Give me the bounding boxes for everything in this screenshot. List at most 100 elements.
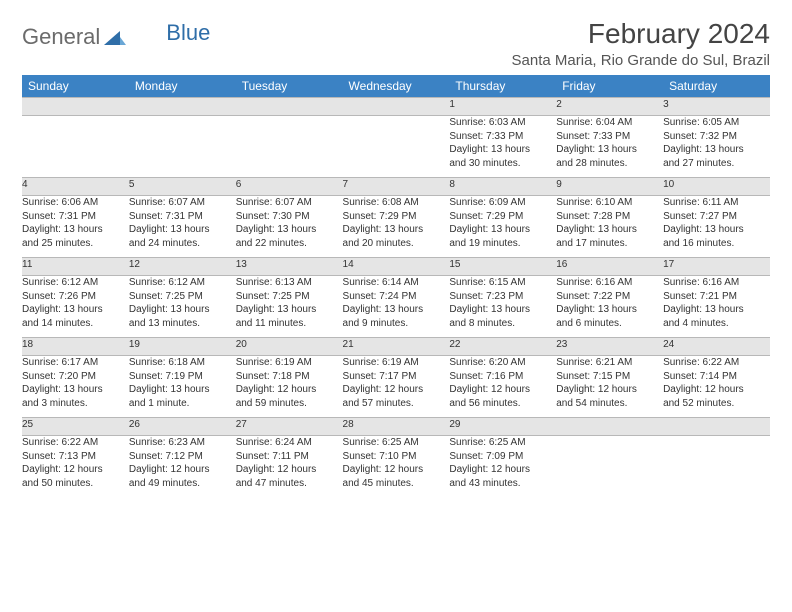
day-info-cell: Sunrise: 6:16 AMSunset: 7:22 PMDaylight:… — [556, 276, 663, 338]
day-number-cell: 7 — [343, 178, 450, 196]
day-info-cell: Sunrise: 6:12 AMSunset: 7:26 PMDaylight:… — [22, 276, 129, 338]
daylight-line-1: Daylight: 12 hours — [449, 463, 556, 477]
day-info-cell: Sunrise: 6:18 AMSunset: 7:19 PMDaylight:… — [129, 356, 236, 418]
day-info-cell: Sunrise: 6:09 AMSunset: 7:29 PMDaylight:… — [449, 196, 556, 258]
day-info-row: Sunrise: 6:12 AMSunset: 7:26 PMDaylight:… — [22, 276, 770, 338]
daylight-line-1: Daylight: 12 hours — [556, 383, 663, 397]
day-info-row: Sunrise: 6:06 AMSunset: 7:31 PMDaylight:… — [22, 196, 770, 258]
daylight-line-2: and 14 minutes. — [22, 317, 129, 331]
daylight-line-2: and 52 minutes. — [663, 397, 770, 411]
sunrise-line: Sunrise: 6:22 AM — [22, 436, 129, 450]
day-number-cell: 3 — [663, 98, 770, 116]
sunset-line: Sunset: 7:30 PM — [236, 210, 343, 224]
daylight-line-1: Daylight: 13 hours — [449, 223, 556, 237]
day-number-cell: 9 — [556, 178, 663, 196]
day-info-cell: Sunrise: 6:25 AMSunset: 7:10 PMDaylight:… — [343, 436, 450, 498]
daylight-line-1: Daylight: 13 hours — [663, 223, 770, 237]
daylight-line-2: and 47 minutes. — [236, 477, 343, 491]
sunset-line: Sunset: 7:23 PM — [449, 290, 556, 304]
sunset-line: Sunset: 7:25 PM — [129, 290, 236, 304]
page-title: February 2024 — [512, 18, 770, 50]
day-info-cell — [343, 116, 450, 178]
sunset-line: Sunset: 7:17 PM — [343, 370, 450, 384]
daylight-line-2: and 8 minutes. — [449, 317, 556, 331]
sunrise-line: Sunrise: 6:19 AM — [236, 356, 343, 370]
daylight-line-2: and 6 minutes. — [556, 317, 663, 331]
day-number-cell: 25 — [22, 418, 129, 436]
day-number-row: 11121314151617 — [22, 258, 770, 276]
sunset-line: Sunset: 7:22 PM — [556, 290, 663, 304]
weekday-header: Tuesday — [236, 75, 343, 98]
daylight-line-1: Daylight: 12 hours — [343, 383, 450, 397]
daylight-line-1: Daylight: 13 hours — [556, 223, 663, 237]
sunrise-line: Sunrise: 6:09 AM — [449, 196, 556, 210]
day-info-cell — [236, 116, 343, 178]
day-number: 28 — [343, 419, 354, 430]
daylight-line-2: and 11 minutes. — [236, 317, 343, 331]
sunrise-line: Sunrise: 6:08 AM — [343, 196, 450, 210]
day-number-cell — [22, 98, 129, 116]
daylight-line-2: and 57 minutes. — [343, 397, 450, 411]
day-number-cell: 10 — [663, 178, 770, 196]
daylight-line-1: Daylight: 13 hours — [556, 143, 663, 157]
sunset-line: Sunset: 7:16 PM — [449, 370, 556, 384]
day-number-cell: 29 — [449, 418, 556, 436]
sunset-line: Sunset: 7:29 PM — [343, 210, 450, 224]
daylight-line-1: Daylight: 13 hours — [22, 223, 129, 237]
day-info-cell: Sunrise: 6:19 AMSunset: 7:17 PMDaylight:… — [343, 356, 450, 418]
sunset-line: Sunset: 7:26 PM — [22, 290, 129, 304]
day-number-cell: 12 — [129, 258, 236, 276]
day-number-cell — [343, 98, 450, 116]
sunset-line: Sunset: 7:27 PM — [663, 210, 770, 224]
daylight-line-2: and 4 minutes. — [663, 317, 770, 331]
day-number-cell: 5 — [129, 178, 236, 196]
day-info-cell: Sunrise: 6:20 AMSunset: 7:16 PMDaylight:… — [449, 356, 556, 418]
sunrise-line: Sunrise: 6:03 AM — [449, 116, 556, 130]
day-info-cell: Sunrise: 6:14 AMSunset: 7:24 PMDaylight:… — [343, 276, 450, 338]
sunset-line: Sunset: 7:33 PM — [449, 130, 556, 144]
daylight-line-2: and 45 minutes. — [343, 477, 450, 491]
day-number: 29 — [449, 419, 460, 430]
day-number-cell: 28 — [343, 418, 450, 436]
daylight-line-1: Daylight: 12 hours — [22, 463, 129, 477]
sunrise-line: Sunrise: 6:20 AM — [449, 356, 556, 370]
day-number-cell: 6 — [236, 178, 343, 196]
day-number-cell: 2 — [556, 98, 663, 116]
day-info-cell: Sunrise: 6:19 AMSunset: 7:18 PMDaylight:… — [236, 356, 343, 418]
daylight-line-1: Daylight: 12 hours — [343, 463, 450, 477]
day-number: 12 — [129, 259, 140, 270]
day-number-cell — [236, 98, 343, 116]
sunrise-line: Sunrise: 6:10 AM — [556, 196, 663, 210]
daylight-line-2: and 16 minutes. — [663, 237, 770, 251]
day-number: 1 — [449, 99, 455, 110]
day-number: 5 — [129, 179, 135, 190]
daylight-line-2: and 3 minutes. — [22, 397, 129, 411]
daylight-line-2: and 25 minutes. — [22, 237, 129, 251]
sunrise-line: Sunrise: 6:11 AM — [663, 196, 770, 210]
day-info-cell — [129, 116, 236, 178]
day-info-row: Sunrise: 6:03 AMSunset: 7:33 PMDaylight:… — [22, 116, 770, 178]
sunset-line: Sunset: 7:24 PM — [343, 290, 450, 304]
day-info-cell: Sunrise: 6:10 AMSunset: 7:28 PMDaylight:… — [556, 196, 663, 258]
daylight-line-2: and 30 minutes. — [449, 157, 556, 171]
day-number: 15 — [449, 259, 460, 270]
sunrise-line: Sunrise: 6:04 AM — [556, 116, 663, 130]
sunrise-line: Sunrise: 6:14 AM — [343, 276, 450, 290]
sunrise-line: Sunrise: 6:16 AM — [556, 276, 663, 290]
day-info-cell: Sunrise: 6:16 AMSunset: 7:21 PMDaylight:… — [663, 276, 770, 338]
sunrise-line: Sunrise: 6:19 AM — [343, 356, 450, 370]
weekday-header: Monday — [129, 75, 236, 98]
daylight-line-1: Daylight: 13 hours — [449, 303, 556, 317]
sunrise-line: Sunrise: 6:15 AM — [449, 276, 556, 290]
day-number-row: 1 23 — [22, 98, 770, 116]
day-info-cell: Sunrise: 6:07 AMSunset: 7:30 PMDaylight:… — [236, 196, 343, 258]
logo-triangle-icon — [104, 29, 126, 45]
daylight-line-2: and 24 minutes. — [129, 237, 236, 251]
sunrise-line: Sunrise: 6:13 AM — [236, 276, 343, 290]
sunrise-line: Sunrise: 6:24 AM — [236, 436, 343, 450]
day-number: 4 — [22, 179, 28, 190]
sunrise-line: Sunrise: 6:23 AM — [129, 436, 236, 450]
sunset-line: Sunset: 7:09 PM — [449, 450, 556, 464]
daylight-line-2: and 50 minutes. — [22, 477, 129, 491]
day-number-cell: 20 — [236, 338, 343, 356]
